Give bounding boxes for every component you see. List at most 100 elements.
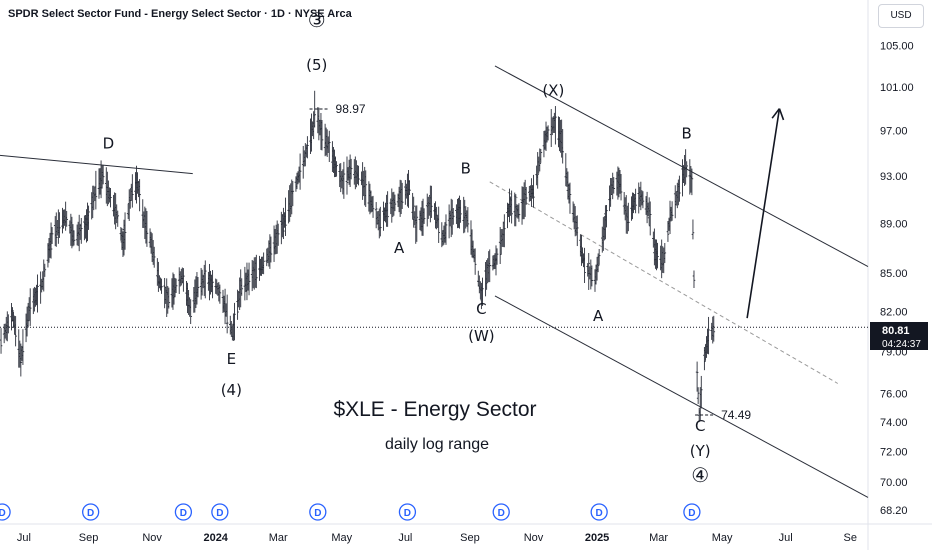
dividend-marker[interactable]: D [590, 503, 608, 521]
price-bar [58, 212, 61, 238]
dividend-marker-letter: D [0, 508, 6, 519]
price-bar [19, 343, 23, 377]
price-bar [663, 242, 667, 264]
price-bar [678, 175, 681, 202]
price-bar [696, 387, 700, 404]
price-bar [306, 136, 309, 159]
x-tick-label: Se [844, 532, 857, 544]
price-bar [695, 361, 699, 392]
price-bar [666, 221, 670, 242]
price-bar [138, 179, 141, 212]
price-bar [182, 268, 185, 292]
d-trend-line [0, 154, 193, 175]
price-bar [517, 203, 521, 222]
dividend-marker[interactable]: D [492, 503, 510, 521]
y-tick-label: 70.00 [880, 477, 908, 489]
price-annotation: 98.97 [336, 102, 366, 116]
price-bar [536, 152, 539, 189]
dividend-marker[interactable]: D [309, 503, 327, 521]
wave-label: E [227, 350, 236, 368]
price-bar [14, 316, 17, 347]
price-bar [342, 161, 346, 199]
dividend-marker[interactable]: D [683, 503, 701, 521]
price-bar [21, 329, 25, 365]
price-bar [236, 289, 239, 320]
dividend-marker-letter: D [688, 508, 695, 519]
wave-label: (W) [468, 327, 495, 345]
price-bar [568, 182, 572, 214]
price-bar [160, 278, 163, 294]
price-bar [174, 278, 178, 293]
dividend-marker[interactable]: D [174, 503, 193, 521]
upper-channel-line [494, 65, 869, 267]
price-bar [415, 205, 419, 242]
price-bar [109, 187, 112, 208]
price-bar [627, 202, 630, 232]
price-bar [65, 210, 68, 227]
x-tick-label: Jul [398, 532, 412, 544]
price-bar [488, 249, 492, 283]
x-tick-label: May [712, 532, 733, 544]
price-bar [50, 227, 54, 244]
price-bar [437, 206, 440, 243]
dividend-marker-letter: D [87, 508, 94, 519]
price-bar [590, 265, 594, 287]
price-bar [374, 202, 378, 229]
x-axis: Jul Sep Nov 2024 Mar May Jul Sep Nov 2025 Mar May Ju… [17, 532, 857, 544]
price-bar [393, 194, 397, 212]
dividend-marker-circle [492, 503, 510, 521]
price-bar [94, 170, 98, 210]
price-bar [131, 174, 134, 208]
dividend-marker[interactable]: D [0, 503, 11, 521]
dividend-marker[interactable]: D [211, 503, 229, 521]
x-tick-label: Sep [460, 532, 480, 544]
price-bar [335, 161, 338, 177]
price-bar [444, 214, 448, 245]
y-tick-label: 76.00 [880, 388, 908, 400]
x-tick-label: Mar [269, 532, 288, 544]
wave-label: A [394, 239, 405, 257]
x-tick-label: Nov [524, 532, 544, 544]
price-bar [554, 106, 557, 145]
dividend-marker-circle [398, 503, 417, 521]
price-bar [538, 148, 542, 172]
dividend-marker[interactable]: D [398, 503, 417, 521]
y-tick-label: 101.00 [880, 82, 914, 94]
dividend-marker-circle [590, 503, 608, 521]
price-bar [670, 201, 674, 221]
price-bar [473, 248, 477, 275]
price-bar [87, 205, 90, 230]
price-bar [54, 212, 58, 247]
x-tick-label: 2025 [585, 532, 609, 544]
price-bar [43, 263, 47, 277]
price-bar [575, 215, 579, 247]
price-bar [634, 188, 637, 214]
dividend-marker-circle [683, 503, 701, 521]
y-tick-label: 72.00 [880, 447, 908, 459]
price-bar [28, 288, 32, 326]
price-bar [49, 222, 53, 259]
price-bar [451, 208, 455, 225]
price-bar [345, 156, 349, 195]
dividend-marker[interactable]: D [82, 503, 100, 521]
price-bar [320, 119, 324, 151]
price-bar [364, 170, 368, 208]
price-bar [291, 181, 295, 207]
wave-label: (Y) [690, 442, 711, 460]
y-tick-label: 74.00 [880, 417, 908, 429]
dividend-marker-circle [82, 503, 100, 521]
price-bar [481, 277, 484, 306]
mid-channel-line [489, 181, 839, 384]
last-price-value: 80.81 [882, 325, 910, 337]
currency-selector[interactable]: USD [878, 4, 924, 28]
price-bar [685, 161, 688, 178]
price-bar [430, 185, 433, 218]
price-bar [561, 129, 564, 164]
price-bar [79, 217, 83, 244]
price-bar [233, 302, 236, 341]
wave-label: B [682, 124, 692, 142]
price-bar [269, 236, 273, 263]
